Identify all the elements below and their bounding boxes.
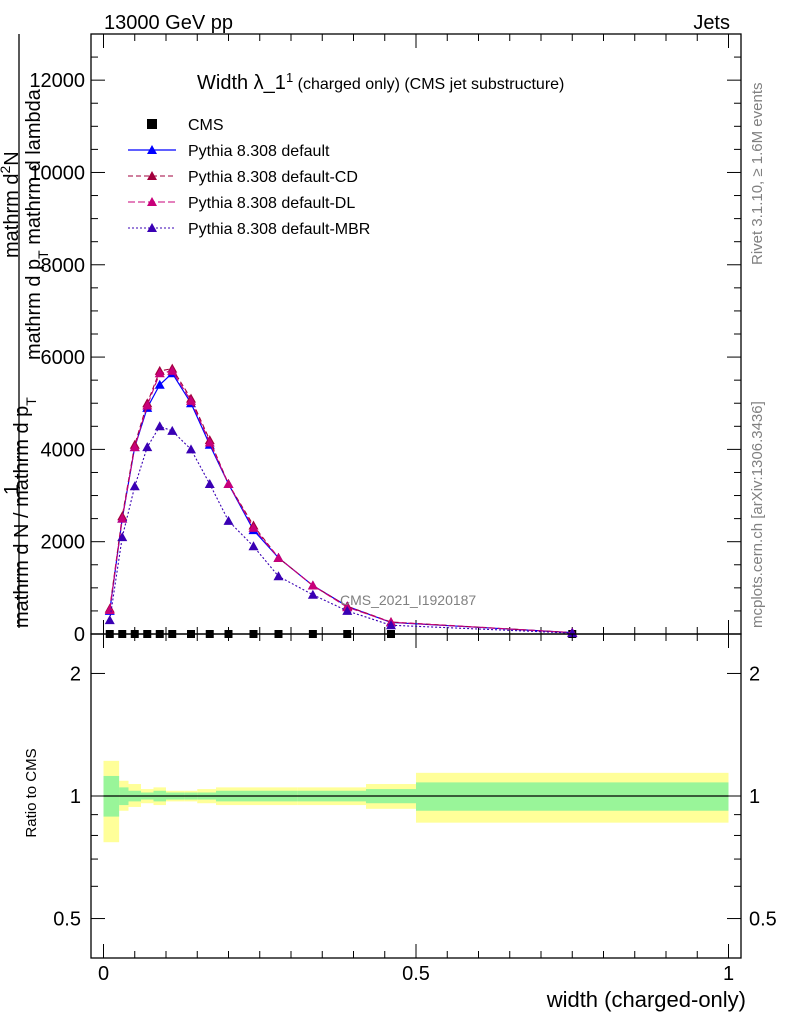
title-prefix: Width λ_1 xyxy=(197,72,286,94)
ratio-y-axis-label: Ratio to CMS xyxy=(23,748,40,837)
series-marker xyxy=(204,479,215,488)
series-marker xyxy=(117,532,128,542)
rivet-label: Rivet 3.1.10, ≥ 1.6M events xyxy=(749,83,766,266)
ylabel-factor-num: 1 xyxy=(1,484,23,495)
series-marker xyxy=(142,442,153,452)
plot-title: Width λ_11 (charged only) (CMS jet subst… xyxy=(197,70,564,95)
series-marker xyxy=(186,444,196,454)
series-marker xyxy=(307,580,318,590)
ratio-y-tick-label: 1 xyxy=(70,786,81,808)
legend: CMS Pythia 8.308 default Pythia 8.308 defa… xyxy=(128,117,370,238)
series-marker xyxy=(167,365,178,375)
series-marker xyxy=(129,481,140,491)
y-tick-label: 10000 xyxy=(29,162,85,184)
header-process: Jets xyxy=(693,12,730,34)
ylabel-top-sup: 2 xyxy=(0,166,13,174)
y-tick-label: 2000 xyxy=(41,532,86,554)
series-marker xyxy=(154,379,165,389)
x-tick-label: 1 xyxy=(723,963,734,985)
series-marker xyxy=(104,615,115,625)
y-tick-label: 8000 xyxy=(41,255,86,277)
series-marker xyxy=(273,552,284,562)
title-sup: 1 xyxy=(286,70,293,85)
series-marker xyxy=(307,589,318,599)
series-marker xyxy=(129,442,140,452)
main-plot: 0 2000 4000 6000 8000 10000 12000 xyxy=(29,33,742,646)
legend-label: Pythia 8.308 default xyxy=(188,143,330,160)
series-marker xyxy=(142,400,153,410)
ylabel-top-suffix: N xyxy=(1,151,23,165)
ylabel-bottom-sub: T xyxy=(35,250,51,259)
series-marker xyxy=(223,515,234,525)
legend-label: CMS xyxy=(188,117,224,134)
ratio-y-tick-label: 0.5 xyxy=(53,909,81,931)
series-marker xyxy=(223,479,234,488)
y-tick-label: 4000 xyxy=(41,439,86,461)
series-marker xyxy=(117,513,128,523)
analysis-watermark: CMS_2021_I1920187 xyxy=(340,592,476,608)
legend-label: Pythia 8.308 default-CD xyxy=(188,169,358,186)
title-suffix: (charged only) (CMS jet substructure) xyxy=(293,76,564,93)
x-axis-label: width (charged-only) xyxy=(546,987,746,1012)
svg-text:mathrm d pT mathrm d lambda: mathrm d pT mathrm d lambda xyxy=(23,88,51,360)
series-marker xyxy=(204,437,215,447)
series-marker xyxy=(248,522,259,532)
ratio-y-tick-label-right: 0.5 xyxy=(749,909,777,931)
series-marker xyxy=(154,421,165,431)
legend-label: Pythia 8.308 default-DL xyxy=(188,195,355,212)
ratio-y-tick-label: 2 xyxy=(70,663,81,685)
mcplots-label: mcplots.cern.ch [arXiv:1306.3436] xyxy=(749,401,766,628)
y-tick-label: 6000 xyxy=(41,347,86,369)
series-marker xyxy=(386,620,396,630)
series-marker xyxy=(186,395,196,405)
ratio-y-tick-label-right: 2 xyxy=(749,663,760,685)
legend-marker xyxy=(147,197,157,206)
series-marker xyxy=(167,425,178,435)
series-marker xyxy=(154,368,165,378)
ratio-plot: 0 0.5 1 0.5 0.5 1 1 2 2 xyxy=(53,633,777,985)
svg-text:mathrm d N / mathrm d pT: mathrm d N / mathrm d pT xyxy=(11,397,39,628)
ylabel-top: mathrm d xyxy=(1,174,23,258)
ylabel-factor-den: mathrm d N / mathrm d p xyxy=(11,406,33,628)
ylabel-factor-den-sub: T xyxy=(23,397,39,406)
legend-label: Pythia 8.308 default-MBR xyxy=(188,221,370,238)
legend-marker xyxy=(147,171,157,180)
series-marker xyxy=(342,605,353,615)
legend-marker-cms xyxy=(147,119,157,129)
ylabel-bottom: mathrm d p xyxy=(23,259,45,360)
series-marker xyxy=(273,571,284,581)
series-marker xyxy=(104,605,115,614)
header-energy: 13000 GeV pp xyxy=(104,12,233,34)
legend-marker xyxy=(147,145,157,154)
x-tick-label: 0 xyxy=(98,963,109,985)
main-y-axis-label: mathrm d N / mathrm d pT 1 mathrm d pT m… xyxy=(0,34,51,628)
svg-text:mathrm d2N: mathrm d2N xyxy=(0,151,23,258)
ylabel-bottom-suffix: mathrm d lambda xyxy=(23,88,45,250)
series-marker xyxy=(248,541,259,551)
ratio-y-tick-label-right: 1 xyxy=(749,786,760,808)
series-marker xyxy=(567,628,578,638)
y-tick-label: 0 xyxy=(74,624,85,646)
y-tick-label: 12000 xyxy=(29,70,85,92)
x-tick-label: 0.5 xyxy=(402,963,430,985)
legend-marker xyxy=(147,223,157,232)
